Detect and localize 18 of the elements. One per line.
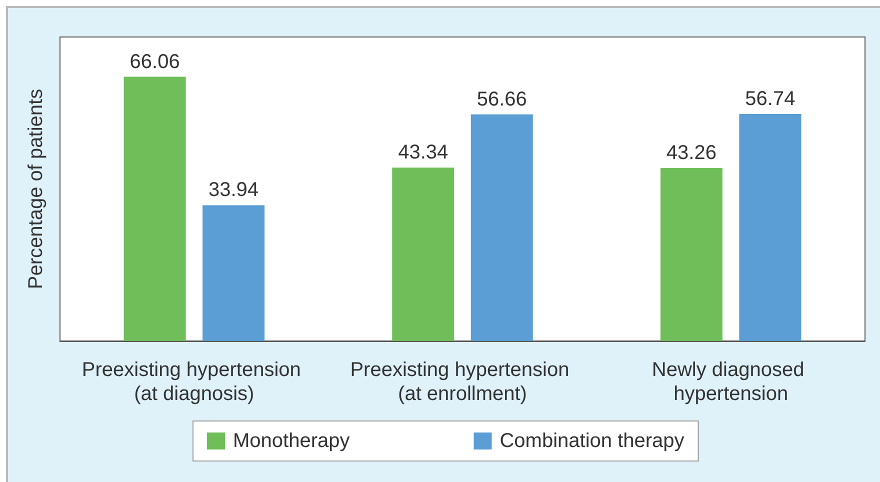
data-label: 43.26 (666, 142, 716, 164)
bar (470, 114, 533, 341)
data-label: 33.94 (208, 179, 259, 202)
bar (739, 114, 802, 341)
legend-label: Monotherapy (233, 430, 350, 452)
data-label: 66.06 (130, 50, 180, 73)
data-label: 43.34 (398, 142, 448, 164)
bar (124, 76, 186, 341)
legend-label: Combination therapy (500, 430, 684, 452)
bar (202, 205, 265, 341)
x-tick-label: Preexisting hypertension (at enrollment) (350, 359, 575, 405)
bar (392, 168, 454, 341)
bar (660, 168, 722, 341)
data-label: 56.74 (745, 88, 796, 110)
x-tick-label: Preexisting hypertension (at diagnosis) (82, 359, 306, 405)
x-tick-label: Newly diagnosed hypertension (652, 359, 810, 405)
data-label: 56.66 (476, 88, 527, 110)
y-axis-title: Percentage of patients (25, 88, 47, 290)
